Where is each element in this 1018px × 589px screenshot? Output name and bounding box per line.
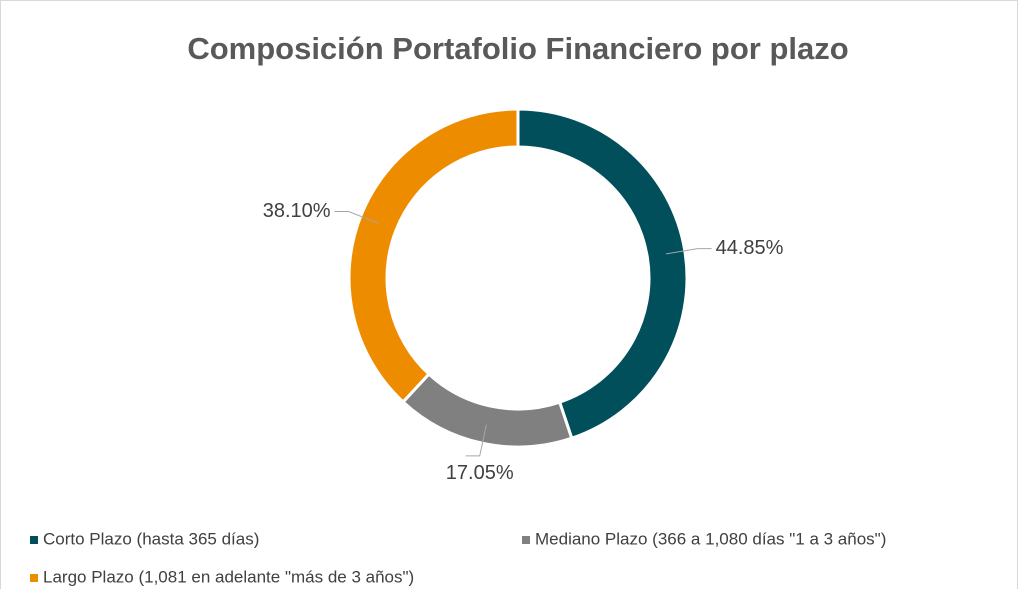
legend-swatch xyxy=(30,536,38,544)
legend-swatch xyxy=(30,574,38,582)
data-label: 17.05% xyxy=(446,462,514,484)
leader-line xyxy=(334,211,379,224)
data-label: 44.85% xyxy=(716,237,784,259)
legend-swatch xyxy=(522,536,530,544)
legend-label: Corto Plazo (hasta 365 días) xyxy=(43,529,259,548)
donut-segment xyxy=(516,107,689,441)
donut-segment xyxy=(347,107,520,405)
legend-label: Mediano Plazo (366 a 1,080 días "1 a 3 a… xyxy=(535,529,886,548)
legend-label: Largo Plazo (1,081 en adelante "más de 3… xyxy=(43,567,414,586)
leader-line xyxy=(665,248,712,255)
leader-line xyxy=(465,424,487,457)
chart-title: Composición Portafolio Financiero por pl… xyxy=(187,31,848,66)
data-label: 38.10% xyxy=(263,200,331,222)
